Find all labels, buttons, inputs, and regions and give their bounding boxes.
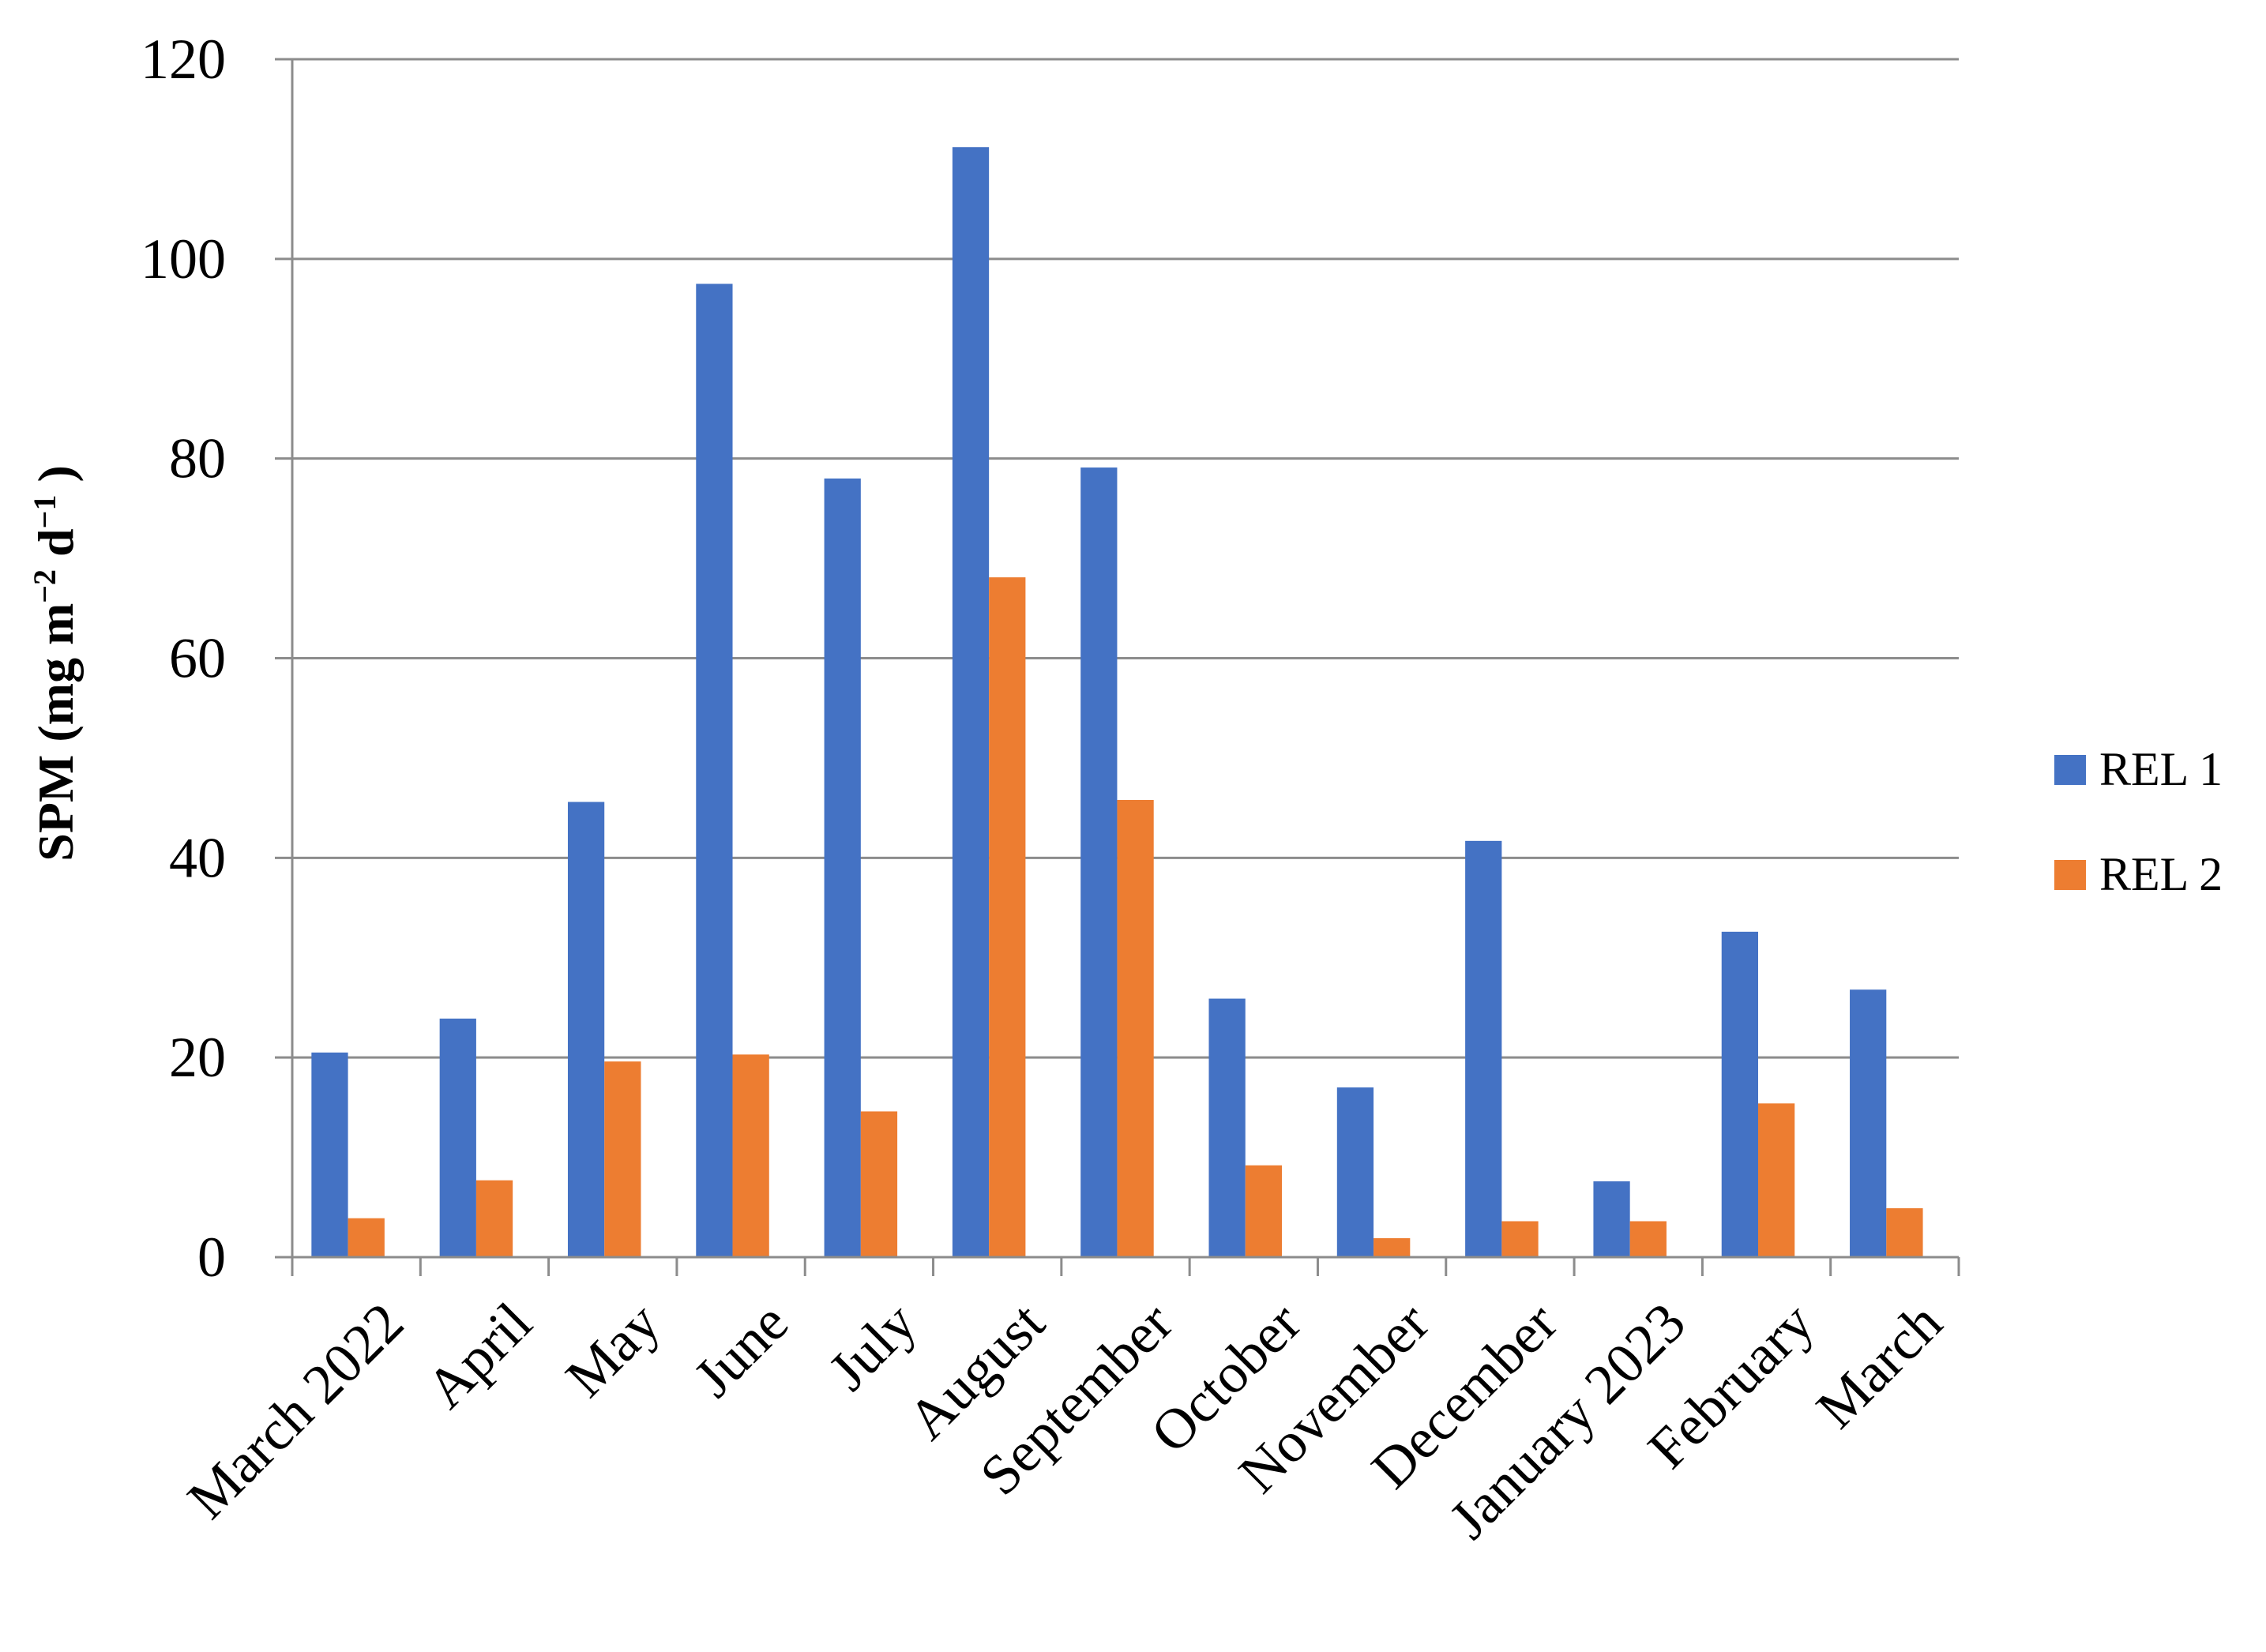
legend-swatch — [2054, 755, 2086, 785]
bar-rel-1 — [1336, 1087, 1374, 1257]
bar-rel-1 — [1593, 1181, 1630, 1257]
y-tick-label: 100 — [141, 227, 226, 291]
bar-rel-1 — [952, 147, 990, 1257]
bar-rel-1 — [1850, 989, 1887, 1257]
bar-rel-2 — [348, 1218, 385, 1257]
bar-rel-1 — [696, 283, 733, 1257]
legend-label: REL 1 — [2099, 743, 2223, 795]
bar-rel-1 — [1721, 931, 1758, 1257]
y-tick-label: 80 — [169, 427, 226, 490]
y-tick-label: 60 — [169, 627, 226, 690]
bar-rel-2 — [1757, 1103, 1795, 1257]
bar-rel-2 — [1245, 1165, 1283, 1257]
axes — [275, 58, 1960, 1276]
y-axis-label: SPM (mg m−2 d−1 ) — [27, 465, 84, 862]
legend: REL 1 REL 2 — [2054, 743, 2223, 900]
x-tick-label: July — [817, 1290, 928, 1402]
bar-rel-1 — [1465, 840, 1502, 1257]
bar-rel-2 — [1629, 1221, 1667, 1257]
bar-rel-2 — [1117, 800, 1154, 1257]
y-tick-labels: 0 20 40 60 80 100 120 — [141, 28, 226, 1289]
bars — [311, 147, 1923, 1257]
bar-rel-2 — [604, 1061, 641, 1257]
y-tick-label: 20 — [169, 1026, 226, 1089]
x-tick-label: March 2022 — [175, 1290, 415, 1530]
legend-swatch — [2054, 860, 2086, 890]
bar-rel-2 — [1886, 1208, 1923, 1257]
bar-rel-1 — [311, 1052, 348, 1257]
bar-rel-2 — [1374, 1237, 1411, 1257]
bar-rel-2 — [989, 577, 1026, 1257]
x-tick-label: April — [414, 1290, 543, 1420]
x-tick-label: June — [682, 1290, 800, 1409]
bar-rel-2 — [475, 1180, 513, 1257]
bar-rel-1 — [824, 478, 861, 1257]
bar-rel-1 — [1080, 467, 1118, 1257]
x-tick-label: May — [554, 1290, 672, 1409]
bar-rel-2 — [732, 1054, 769, 1257]
legend-label: REL 2 — [2099, 848, 2223, 900]
bar-rel-1 — [1208, 998, 1246, 1257]
x-tick-label: March — [1804, 1290, 1953, 1440]
bar-rel-2 — [860, 1111, 898, 1257]
bar-rel-1 — [567, 802, 605, 1257]
y-tick-label: 120 — [141, 28, 226, 91]
y-tick-label: 40 — [169, 826, 226, 889]
y-tick-label: 0 — [197, 1226, 226, 1289]
bar-rel-1 — [439, 1018, 476, 1257]
bar-rel-2 — [1501, 1221, 1539, 1257]
